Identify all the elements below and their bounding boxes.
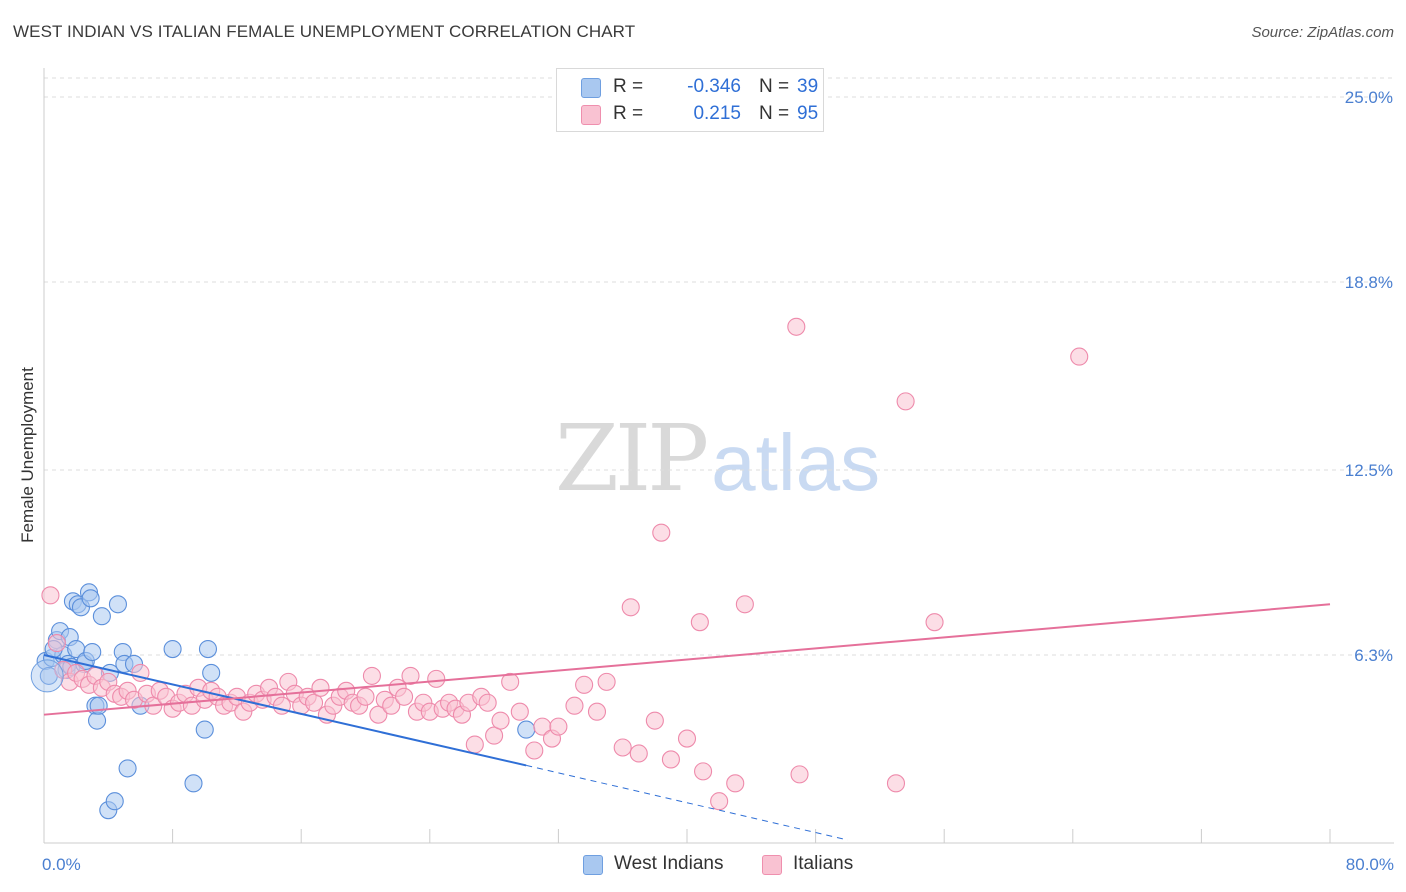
y-tick-label-0: 6.3% xyxy=(1354,646,1393,665)
point-italians-89 xyxy=(621,598,640,617)
trend-line-west-indians xyxy=(43,654,527,767)
point-italians-98 xyxy=(1070,347,1089,366)
legend-swatch-italians xyxy=(581,105,601,125)
point-west-indians-34 xyxy=(195,720,214,739)
point-italians-55 xyxy=(395,687,414,706)
point-italians-51 xyxy=(369,705,388,724)
point-italians-96 xyxy=(787,317,806,336)
point-italians-87 xyxy=(710,792,729,811)
stats-legend: R = -0.346 N = 39 R = 0.215 N = 95 xyxy=(556,68,824,132)
legend-swatch-west-indians xyxy=(581,78,601,98)
point-italians-70 xyxy=(491,711,510,730)
point-italians-95 xyxy=(925,613,944,632)
point-west-indians-38 xyxy=(517,720,536,739)
legend-swatch-west-indians xyxy=(583,855,603,875)
point-italians-60 xyxy=(427,669,446,688)
point-italians-0 xyxy=(41,586,60,605)
gridlines xyxy=(44,77,1394,656)
point-west-indians-cluster xyxy=(30,659,64,693)
legend-label-west-indians: West Indians xyxy=(614,853,724,874)
point-italians-71 xyxy=(501,672,520,691)
point-west-indians-36 xyxy=(202,663,221,682)
data-points xyxy=(30,317,1089,820)
point-italians-49 xyxy=(356,687,375,706)
point-italians-84 xyxy=(661,750,680,769)
point-west-indians-25 xyxy=(105,792,124,811)
point-italians-80 xyxy=(597,672,616,691)
point-west-indians-35 xyxy=(198,639,218,659)
legend-r-label: R = xyxy=(613,103,644,124)
point-italians-78 xyxy=(575,675,594,694)
point-italians-90 xyxy=(652,523,671,542)
y-tick-label-2: 18.8% xyxy=(1345,273,1393,292)
legend-label-italians: Italians xyxy=(793,853,854,874)
point-west-indians-18 xyxy=(83,642,102,662)
x-tick-label-1: 80.0% xyxy=(1346,855,1394,874)
legend-swatch-italians xyxy=(762,855,782,875)
point-italians-77 xyxy=(565,696,584,715)
point-italians-50 xyxy=(362,666,381,685)
source-label: Source: ZipAtlas.com xyxy=(1251,24,1394,41)
legend-r-label: R = xyxy=(613,76,644,97)
point-italians-42 xyxy=(311,678,330,697)
point-west-indians-32 xyxy=(163,639,182,659)
y-tick-label-3: 25.0% xyxy=(1345,88,1393,107)
axes xyxy=(43,68,1394,844)
point-west-indians-29 xyxy=(118,759,137,778)
point-west-indians-26 xyxy=(108,595,127,614)
point-italians-69 xyxy=(485,726,504,745)
point-west-indians-21 xyxy=(89,696,108,715)
series-legend: West Indians Italians xyxy=(0,852,1406,878)
y-tick-label-1: 12.5% xyxy=(1345,461,1393,480)
point-italians-82 xyxy=(629,744,648,763)
legend-r-value: -0.346 xyxy=(687,76,741,97)
chart-title: WEST INDIAN VS ITALIAN FEMALE UNEMPLOYME… xyxy=(13,22,636,41)
point-italians-91 xyxy=(690,613,709,632)
point-italians-85 xyxy=(677,729,697,748)
point-italians-68 xyxy=(478,693,497,712)
point-italians-86 xyxy=(694,762,713,781)
point-italians-94 xyxy=(886,774,906,793)
legend-r-value: 0.215 xyxy=(693,103,741,124)
point-italians-72 xyxy=(510,702,529,721)
point-italians-83 xyxy=(645,711,664,730)
point-italians-93 xyxy=(790,765,809,784)
point-italians-1 xyxy=(47,634,66,653)
point-italians-66 xyxy=(465,735,484,754)
point-italians-41 xyxy=(305,693,324,712)
trend-lines xyxy=(43,603,1331,841)
point-west-indians-33 xyxy=(184,774,203,793)
trend-line-italians xyxy=(43,603,1331,716)
trend-line-west-indians-extrapolated xyxy=(526,764,848,841)
point-italians-73 xyxy=(525,741,544,760)
point-italians-81 xyxy=(613,738,632,757)
legend-n-value: 95 xyxy=(797,103,819,124)
point-west-indians-22 xyxy=(92,607,111,626)
point-italians-56 xyxy=(401,666,420,685)
point-italians-97 xyxy=(896,392,915,411)
legend-n-value: 39 xyxy=(797,76,819,97)
point-italians-79 xyxy=(587,702,607,721)
x-tick-label-0: 0.0% xyxy=(42,855,81,874)
point-italians-76 xyxy=(549,717,568,736)
point-italians-53 xyxy=(382,696,401,715)
y-axis-label: Female Unemployment xyxy=(18,367,37,543)
legend-n-label: N = xyxy=(759,76,790,97)
point-west-indians-20 xyxy=(87,711,107,730)
legend-n-label: N = xyxy=(759,103,790,124)
point-west-indians-17 xyxy=(81,589,100,608)
point-italians-88 xyxy=(726,774,745,793)
point-italians-92 xyxy=(735,595,754,614)
tick-labels: 6.3% 12.5% 18.8% 25.0% 0.0% 80.0% xyxy=(42,88,1394,874)
